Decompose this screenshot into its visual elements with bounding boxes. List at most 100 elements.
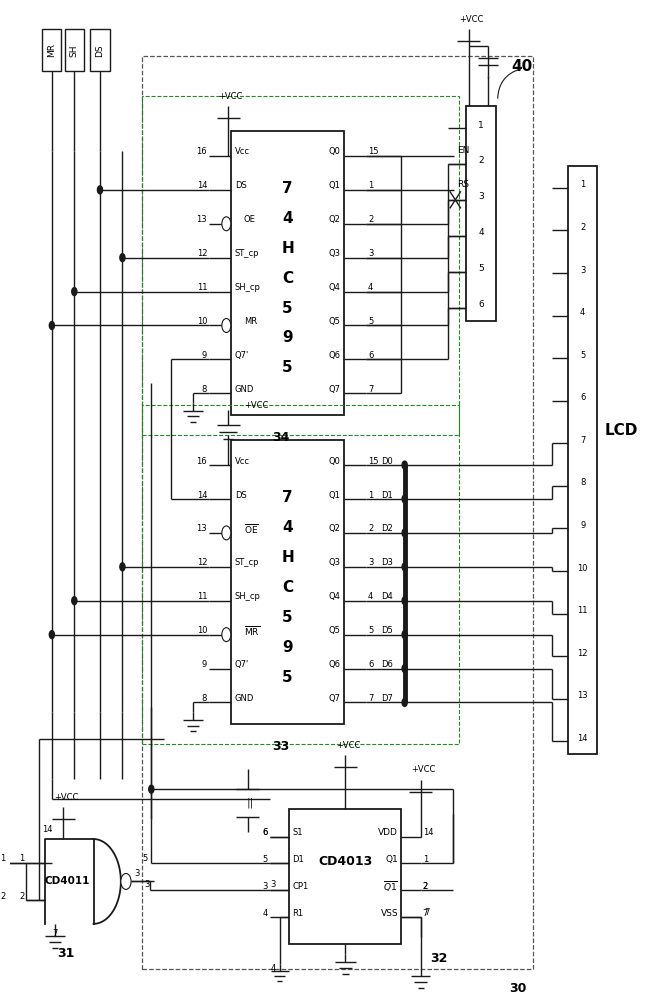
Text: 5: 5 — [368, 317, 374, 326]
Text: Q0: Q0 — [328, 147, 340, 156]
Text: 16: 16 — [197, 147, 207, 156]
Text: CD4013: CD4013 — [318, 855, 372, 868]
Text: 9: 9 — [202, 351, 207, 360]
Text: Q1: Q1 — [385, 855, 398, 864]
Text: Q2: Q2 — [328, 215, 340, 224]
Circle shape — [97, 186, 103, 194]
Text: 2: 2 — [368, 524, 374, 533]
Text: 5: 5 — [282, 301, 293, 316]
Text: 1: 1 — [580, 180, 585, 189]
Text: Q7: Q7 — [328, 694, 340, 703]
Text: 12: 12 — [577, 649, 588, 658]
Text: 9: 9 — [202, 660, 207, 669]
Text: Q5: Q5 — [328, 626, 340, 635]
Text: LCD: LCD — [605, 423, 638, 438]
Text: 2: 2 — [1, 892, 6, 901]
Text: Q5: Q5 — [328, 317, 340, 326]
Text: 14: 14 — [197, 181, 207, 190]
Text: GND: GND — [234, 385, 254, 394]
Text: 10: 10 — [197, 317, 207, 326]
Text: 7: 7 — [282, 490, 293, 505]
Text: 2: 2 — [368, 215, 374, 224]
Text: +VCC: +VCC — [54, 793, 78, 802]
Text: 7: 7 — [422, 909, 428, 918]
Text: 5: 5 — [282, 360, 293, 375]
Text: 14: 14 — [42, 825, 53, 834]
Circle shape — [402, 631, 407, 639]
Text: 7: 7 — [282, 181, 293, 196]
Text: H: H — [281, 550, 294, 565]
Text: 5: 5 — [368, 626, 374, 635]
Text: 7: 7 — [52, 929, 57, 938]
Text: Q6: Q6 — [328, 351, 340, 360]
Text: 6: 6 — [478, 300, 484, 309]
Bar — [231, 131, 343, 415]
Text: MR: MR — [48, 43, 56, 57]
Text: 3: 3 — [478, 192, 484, 201]
Text: 8: 8 — [580, 478, 585, 487]
Text: VSS: VSS — [381, 909, 398, 918]
Text: OE: OE — [244, 215, 255, 224]
Text: 1: 1 — [478, 121, 484, 130]
Text: DS: DS — [234, 491, 246, 500]
Text: 5: 5 — [282, 610, 293, 625]
Circle shape — [402, 563, 407, 571]
Text: 14: 14 — [197, 491, 207, 500]
Text: 13: 13 — [577, 691, 588, 700]
Circle shape — [121, 873, 131, 889]
Text: SH_cp: SH_cp — [234, 592, 261, 601]
Text: ST_cp: ST_cp — [234, 558, 259, 567]
Text: 11: 11 — [197, 592, 207, 601]
Text: 1: 1 — [368, 181, 374, 190]
Text: 8: 8 — [202, 694, 207, 703]
Text: SH_cp: SH_cp — [234, 283, 261, 292]
Text: Q7: Q7 — [328, 385, 340, 394]
Text: $\overline{Q1}$: $\overline{Q1}$ — [383, 879, 398, 894]
Text: 15: 15 — [368, 457, 379, 466]
Text: D6: D6 — [381, 660, 393, 669]
Text: 9: 9 — [282, 640, 293, 655]
Circle shape — [222, 319, 231, 332]
Text: 4: 4 — [282, 211, 293, 226]
Text: ST_cp: ST_cp — [234, 249, 259, 258]
Text: Vcc: Vcc — [234, 457, 249, 466]
Text: 11: 11 — [577, 606, 588, 615]
Text: 1: 1 — [422, 855, 428, 864]
Text: 3: 3 — [368, 558, 374, 567]
Text: 6: 6 — [263, 828, 268, 837]
Text: D1: D1 — [381, 491, 392, 500]
Circle shape — [402, 665, 407, 673]
Circle shape — [402, 597, 407, 605]
Text: 9: 9 — [580, 521, 585, 530]
Text: 1: 1 — [19, 854, 24, 863]
Text: Q4: Q4 — [328, 283, 340, 292]
Text: 2: 2 — [422, 882, 428, 891]
Text: D4: D4 — [381, 592, 392, 601]
Text: 40: 40 — [511, 59, 533, 74]
Text: 4: 4 — [368, 283, 374, 292]
Text: D7: D7 — [381, 694, 393, 703]
Text: RS: RS — [457, 180, 470, 189]
Text: 3: 3 — [144, 880, 150, 889]
Text: +VCC: +VCC — [244, 401, 268, 410]
Text: 12: 12 — [197, 249, 207, 258]
Text: 6: 6 — [368, 660, 374, 669]
Text: D5: D5 — [381, 626, 392, 635]
Text: 4: 4 — [263, 909, 268, 918]
Text: EN: EN — [457, 146, 470, 155]
Circle shape — [72, 597, 77, 605]
Text: Q3: Q3 — [328, 558, 340, 567]
Circle shape — [402, 461, 407, 469]
Text: S1: S1 — [293, 828, 303, 837]
Text: $\overline{\mathrm{MR}}$: $\overline{\mathrm{MR}}$ — [244, 624, 260, 638]
Text: Q6: Q6 — [328, 660, 340, 669]
Text: D1: D1 — [293, 855, 304, 864]
Text: 2: 2 — [478, 156, 484, 165]
Text: 5: 5 — [282, 670, 293, 685]
Text: 3: 3 — [368, 249, 374, 258]
Text: 4: 4 — [368, 592, 374, 601]
Text: 14: 14 — [577, 734, 588, 743]
Text: 7: 7 — [424, 908, 429, 917]
Text: 33: 33 — [272, 740, 290, 753]
Circle shape — [222, 217, 231, 231]
